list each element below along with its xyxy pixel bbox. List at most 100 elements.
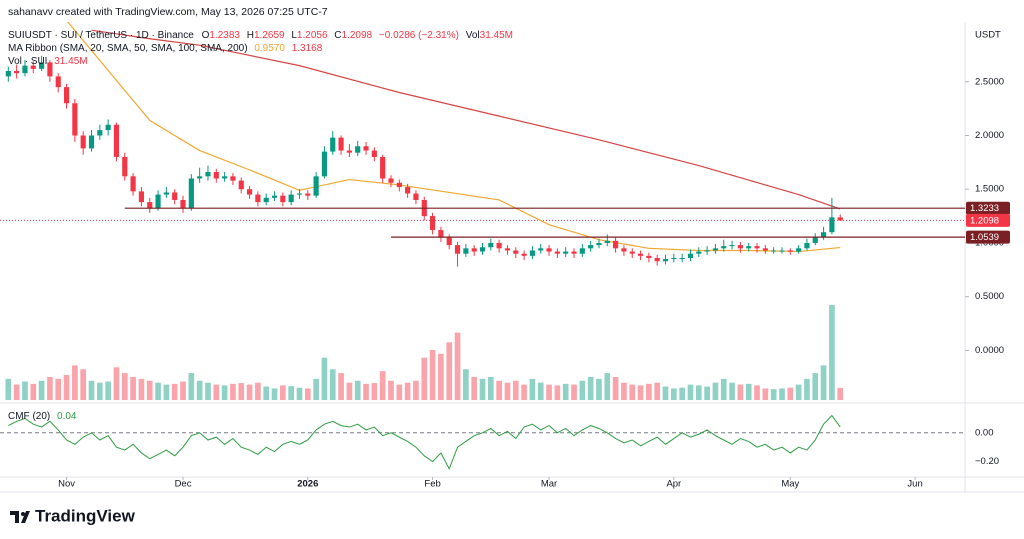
volume-bar — [354, 380, 361, 400]
ohlc-letter: H — [247, 30, 254, 41]
volume-bar — [55, 378, 62, 400]
candle-body — [637, 253, 644, 256]
candle-body — [621, 248, 627, 252]
volume-bar — [188, 373, 195, 400]
y-tick-label: 2.0000 — [975, 130, 1004, 141]
volume-bar — [604, 373, 611, 400]
candle-body — [321, 151, 328, 177]
vol-value: 31.45M — [480, 30, 513, 41]
volume-bar — [729, 382, 735, 400]
volume-bar — [629, 384, 636, 400]
volume-bar — [687, 384, 694, 400]
ohlc-value: 1.2659 — [254, 30, 285, 41]
candle-body — [588, 245, 594, 249]
candle-body — [222, 176, 228, 179]
volume-bar — [512, 380, 519, 400]
candle-body — [47, 62, 53, 77]
volume-bar — [263, 386, 270, 400]
volume-bar — [38, 380, 45, 400]
candle-body — [679, 257, 685, 259]
x-tick-label: May — [781, 479, 799, 490]
candle-body — [213, 172, 219, 179]
volume-bar — [246, 384, 253, 400]
candle-body — [230, 176, 236, 181]
volume-bar — [762, 388, 769, 400]
currency: USDT — [975, 30, 1001, 41]
volume-bar — [155, 382, 161, 400]
volume-bar — [130, 376, 136, 400]
volume-bar — [346, 382, 353, 400]
candle-body — [696, 251, 702, 254]
volume-bar — [363, 383, 369, 400]
volume-bar — [146, 380, 153, 400]
price-tag — [966, 230, 1010, 244]
ma-line — [91, 29, 841, 210]
volume-bar — [121, 373, 128, 400]
candle-body — [197, 176, 203, 179]
overlay: SUIUSDT · SUI / TetherUS · 1D · Binance … — [8, 30, 513, 422]
candle-body — [163, 192, 169, 195]
volume-bar — [180, 381, 186, 400]
volume-bar — [329, 369, 336, 400]
candle-body — [629, 251, 635, 254]
candle-body — [454, 245, 461, 254]
volume-bar — [5, 378, 12, 400]
legend-ma: MA Ribbon (SMA, 20, SMA, 50, SMA, 100, S… — [8, 43, 323, 54]
candle-body — [596, 242, 602, 246]
volume-bar — [804, 378, 810, 400]
candle-body — [238, 180, 244, 190]
candle-body — [604, 240, 610, 243]
volume-bar — [454, 332, 461, 400]
volume-bar — [770, 389, 777, 400]
volume-bar — [47, 376, 53, 400]
volume-bar — [662, 386, 669, 400]
candle-body — [55, 76, 61, 88]
candle-body — [513, 250, 519, 254]
price-tag-label: 1.0539 — [970, 232, 999, 243]
price-tag-label: 1.3233 — [970, 203, 999, 214]
symbol: SUIUSDT · SUI / TetherUS · 1D · Binance — [8, 30, 194, 41]
price-tag-label: 1.2098 — [970, 215, 999, 226]
candle-body — [563, 251, 569, 254]
x-tick-label: Feb — [424, 479, 440, 490]
legend-vol: Vol · SUI 31.45M — [8, 56, 88, 67]
volume-bar — [138, 378, 145, 400]
volume-bar — [787, 387, 794, 400]
volume-bar — [88, 380, 95, 400]
candle-body — [405, 187, 411, 194]
candle-body — [754, 246, 760, 249]
candle-body — [72, 103, 78, 136]
candle-body — [479, 247, 486, 252]
candle-body — [14, 71, 20, 74]
volume-bar — [371, 383, 378, 400]
candle-body — [579, 248, 585, 254]
ma-line — [67, 22, 841, 253]
candle-body — [205, 172, 211, 177]
candle-body — [371, 150, 377, 157]
candle-body — [330, 137, 336, 152]
logo-icon — [21, 512, 25, 516]
vol-letter: Vol — [466, 30, 480, 41]
volume-bar — [612, 376, 619, 400]
volume-bar — [338, 373, 344, 400]
candle-body — [746, 246, 752, 249]
candle-body — [188, 178, 194, 209]
candle-body — [130, 176, 136, 192]
volume-bar — [654, 382, 661, 400]
volume-bar — [479, 378, 486, 400]
cmf-value: 0.04 — [57, 411, 77, 422]
candle-body — [155, 194, 161, 209]
volume-bar — [163, 384, 170, 400]
candle-body — [538, 248, 544, 251]
cmf-tick-label: 0.00 — [975, 427, 994, 438]
candle-body — [396, 182, 402, 188]
candle-body — [430, 216, 436, 231]
candle-body — [88, 135, 95, 149]
candle-body — [463, 248, 469, 254]
volume-bar — [704, 386, 710, 400]
volume-bar — [521, 384, 527, 400]
candle-body — [662, 259, 669, 262]
candle-body — [646, 255, 652, 258]
candle-body — [820, 232, 827, 238]
volume-bar — [529, 378, 536, 400]
